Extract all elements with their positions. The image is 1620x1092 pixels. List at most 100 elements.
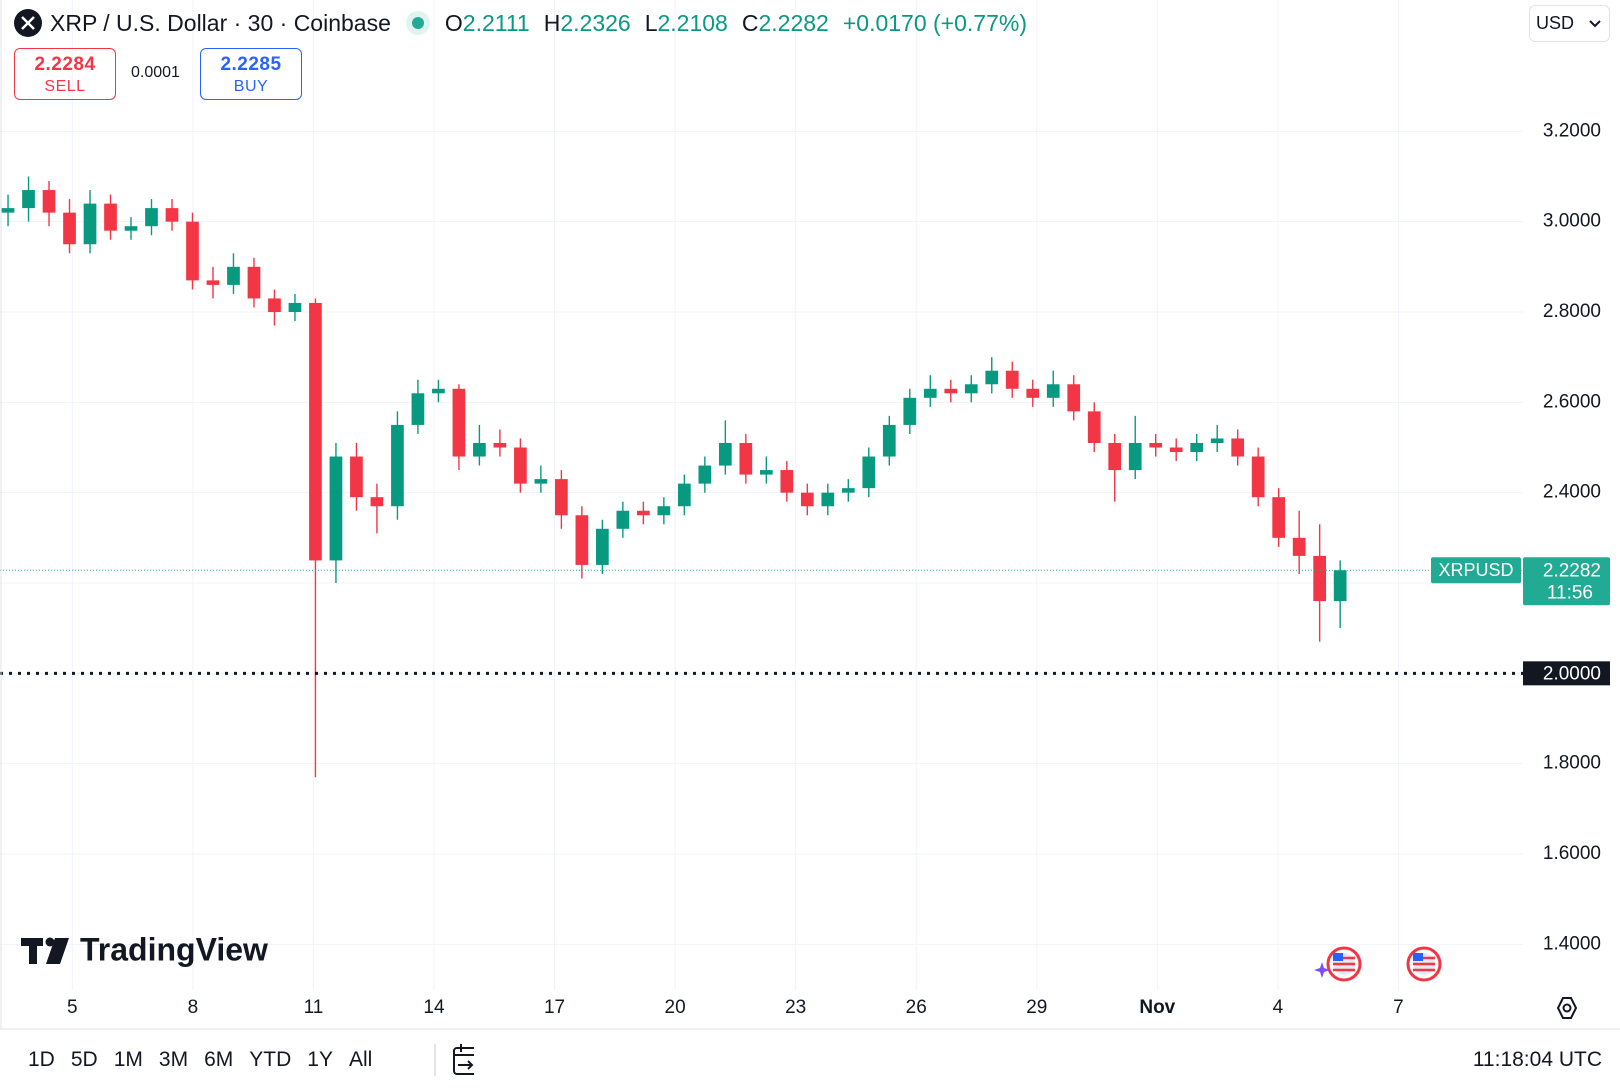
logo-slash (46, 938, 69, 964)
candle-body (1128, 442, 1142, 471)
candle-body (247, 266, 261, 299)
sell-label: SELL (44, 78, 86, 95)
candle-body (22, 190, 35, 209)
logo-stem (29, 938, 37, 964)
candle-body (1333, 570, 1347, 602)
alert-label: 2.0000 (1543, 663, 1601, 684)
buy-label: BUY (233, 78, 269, 95)
candle-body (1046, 384, 1060, 398)
ohlc-label: O (444, 9, 463, 36)
candle-body (1313, 555, 1327, 602)
candle-body (493, 442, 507, 448)
candle-body (391, 424, 404, 507)
candle-body (985, 370, 999, 385)
candle-body (1272, 497, 1286, 538)
header: XRP / U.S. Dollar · 30 · Coinbase O 2.211… (14, 6, 1027, 40)
candle-body (759, 470, 773, 475)
buy-button[interactable]: 2.2285 BUY (200, 48, 302, 100)
flag-canton (1413, 953, 1423, 961)
x-tick-label: Nov (1139, 997, 1175, 1018)
candle-body (452, 388, 466, 457)
candle-body (821, 492, 835, 507)
candle-body (780, 470, 794, 493)
candle-body (534, 479, 548, 484)
candle-body (124, 226, 138, 231)
candle-body (1026, 388, 1040, 398)
date-range-icon[interactable] (434, 1040, 474, 1080)
clock: 11:18:04 UTC (1472, 1048, 1602, 1071)
ohlc-label: H (543, 9, 561, 36)
range-button[interactable]: 3M (158, 1048, 189, 1071)
range-button[interactable]: 1M (113, 1048, 143, 1071)
candle-body (698, 465, 712, 484)
overlay: 1.40001.60001.80002.00002.20002.40002.60… (0, 120, 1610, 1018)
ohlc-value: 2.2108 (657, 9, 728, 36)
candle-body (370, 497, 384, 507)
price-tag-box (1523, 557, 1610, 606)
currency-select[interactable]: USD (1529, 5, 1610, 42)
candle-body (473, 442, 486, 457)
candle-body (42, 190, 56, 213)
settings-icon[interactable] (1556, 997, 1578, 1019)
x-tick-label: 14 (423, 997, 445, 1018)
range-button[interactable]: All (348, 1048, 373, 1071)
symbol-icon (14, 9, 42, 37)
sell-price: 2.2284 (34, 54, 96, 75)
candle-body (1005, 370, 1019, 389)
candle-body (739, 442, 753, 475)
candle-body (206, 280, 220, 285)
symbol-tag-box (1431, 557, 1521, 584)
event-flags (1314, 946, 1442, 982)
ohlc-value: 2.2326 (560, 9, 631, 36)
candle-body (1, 208, 15, 213)
candle-body (288, 302, 302, 312)
candle-body (1210, 438, 1224, 443)
range-button[interactable]: 1Y (307, 1048, 333, 1071)
y-tick-label: 2.6000 (1543, 391, 1601, 412)
candle-body (862, 456, 876, 489)
alert-label-box (1523, 661, 1610, 686)
candle-body (104, 203, 117, 231)
candles (1, 176, 1347, 778)
candle-body (411, 393, 425, 425)
candle-body (923, 388, 937, 398)
change: +0.0170 (+0.77%) (842, 9, 1027, 36)
candle-body (903, 397, 917, 425)
x-tick-label: 26 (906, 997, 927, 1018)
candle-body (350, 456, 363, 498)
candle-body (514, 447, 527, 484)
y-tick-label: 3.2000 (1543, 120, 1601, 141)
range-button[interactable]: 6M (204, 1048, 234, 1071)
candle-body (555, 479, 568, 516)
watermark-text: TradingView (80, 931, 268, 967)
spread: 0.0001 (131, 64, 180, 81)
candle-body (964, 384, 978, 394)
candle-body (63, 212, 76, 245)
x-tick-label: 23 (785, 997, 806, 1018)
range-button[interactable]: 1D (28, 1048, 55, 1071)
candle-body (165, 208, 179, 222)
y-tick-label: 3.0000 (1543, 211, 1601, 232)
currency: USD (1536, 13, 1575, 33)
candle-body (309, 302, 322, 561)
y-tick-label: 1.6000 (1543, 843, 1601, 864)
candle-body (1190, 442, 1204, 453)
x-tick-label: 29 (1026, 997, 1047, 1018)
y-tick-label: 1.4000 (1543, 933, 1601, 954)
candle-body (944, 388, 958, 394)
candle-body (677, 483, 691, 507)
range-button[interactable]: YTD (249, 1048, 292, 1071)
logo-dot (45, 937, 55, 947)
grid (0, 0, 1523, 990)
candle-body (657, 506, 671, 516)
sell-button[interactable]: 2.2284 SELL (14, 48, 116, 100)
ohlc-label: L (644, 9, 658, 36)
buy-price: 2.2285 (220, 54, 282, 75)
range-button[interactable]: 5D (70, 1048, 98, 1071)
candle-body (432, 388, 445, 394)
candle-body (596, 528, 609, 565)
watermark: TradingView (21, 931, 268, 967)
y-tick-label: 1.8000 (1543, 753, 1601, 774)
x-tick-label: 17 (544, 997, 565, 1018)
